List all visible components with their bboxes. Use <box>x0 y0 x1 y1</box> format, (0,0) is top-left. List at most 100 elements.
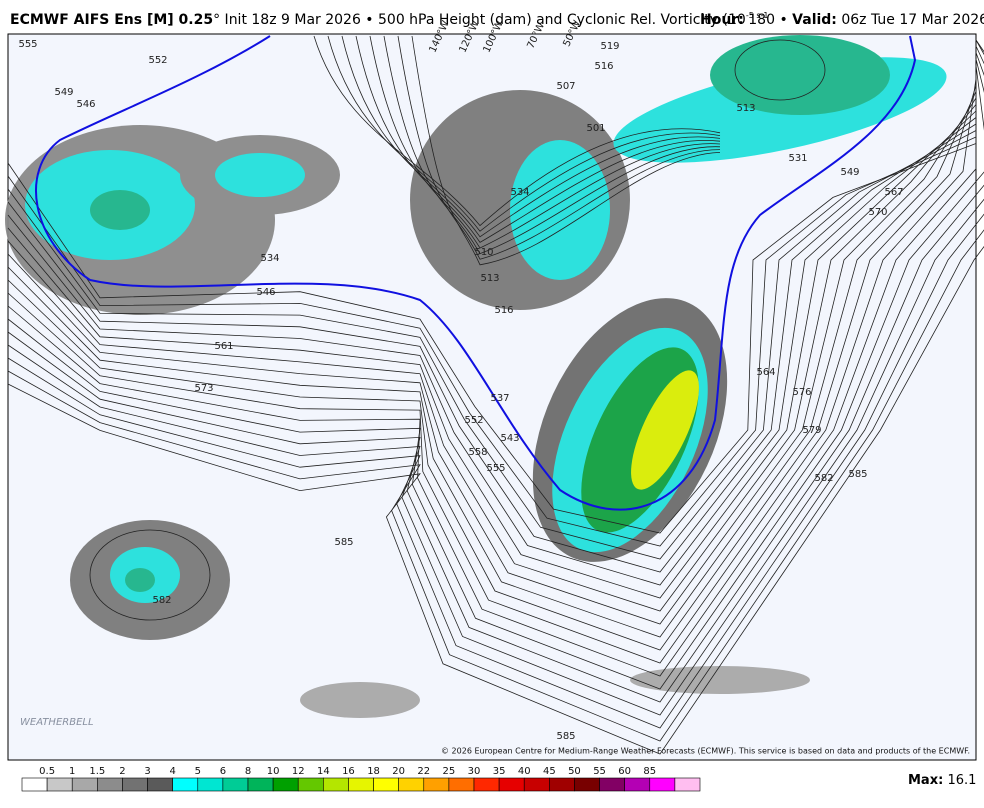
colorbar-swatch <box>649 777 676 792</box>
colorbar-swatch <box>46 777 73 792</box>
max-label: Max: <box>908 773 943 788</box>
contour-label: 546 <box>76 99 95 110</box>
contour-line <box>383 35 721 255</box>
contour-line <box>313 35 721 227</box>
units-exponent: -5 s-1 <box>746 11 769 20</box>
contour-label: 561 <box>214 341 233 352</box>
contour-line <box>7 52 984 716</box>
colorbar-swatch <box>172 777 199 792</box>
title: ECMWF AIFS Ens [M] 0.25° Init 18z 9 Mar … <box>10 11 768 29</box>
contour-line <box>7 123 977 573</box>
contour-line <box>341 35 721 238</box>
contour-label: 585 <box>334 537 353 548</box>
hour-label: Hour: <box>700 12 744 28</box>
colorbar-swatch <box>71 777 98 792</box>
colorbar-swatch <box>624 777 651 792</box>
contour-label: 549 <box>840 167 859 178</box>
colorbar-label: 50 <box>568 766 581 777</box>
colorbar-label: 1.5 <box>89 766 105 777</box>
contour-label: 564 <box>756 367 775 378</box>
colorbar-label: 16 <box>342 766 355 777</box>
contour-line <box>7 39 984 755</box>
colorbar-label: 20 <box>392 766 405 777</box>
colorbar-label: 60 <box>618 766 631 777</box>
colorbar-label: 25 <box>443 766 456 777</box>
colorbar-label: 35 <box>493 766 506 777</box>
vorticity-area <box>90 190 150 230</box>
colorbar: 0.5 1 1.5 2 3 4 5 6 8 10 12 14 16 18 20 22 25 30 35 40 45 50 5… <box>21 766 701 792</box>
contour-line <box>7 91 977 638</box>
contour-line <box>7 97 977 625</box>
valid-label: Valid: <box>792 12 837 28</box>
contour-label: 555 <box>18 39 37 50</box>
description: ° Init 18z 9 Mar 2026 • 500 hPa Height (… <box>213 12 746 28</box>
contour-label: 582 <box>152 595 171 606</box>
colorbar-label: 2 <box>119 766 125 777</box>
colorbar-label: 8 <box>245 766 251 777</box>
colorbar-swatch <box>97 777 123 792</box>
colorbar-label: 12 <box>292 766 305 777</box>
colorbar-swatch <box>549 777 575 792</box>
contour-label: 543 <box>500 433 519 444</box>
vorticity-area <box>125 568 155 592</box>
contour-line <box>7 84 977 651</box>
hour-valid: Hour: 180 • Valid: 06z Tue 17 Mar 2026 <box>700 12 984 28</box>
contour-label: 567 <box>884 187 903 198</box>
contour-label: 549 <box>54 87 73 98</box>
colorbar-swatch <box>498 777 525 792</box>
contour-label: 531 <box>788 153 807 164</box>
contour-line <box>7 72 977 677</box>
contour-label: 513 <box>736 103 755 114</box>
colorbar-swatch <box>348 777 374 792</box>
colorbar-label: 4 <box>169 766 175 777</box>
max-value: 16.1 <box>947 773 976 788</box>
colorbar-label: 85 <box>643 766 656 777</box>
contour-line <box>327 35 721 232</box>
colorbar-label: 10 <box>267 766 280 777</box>
contour-label: 552 <box>464 415 483 426</box>
vorticity-area <box>215 153 305 197</box>
contour-label: 516 <box>594 61 613 72</box>
contour-line <box>7 110 977 599</box>
colorbar-swatch <box>473 777 500 792</box>
contour-label: 582 <box>814 473 833 484</box>
contour-line <box>7 143 977 534</box>
contour-line <box>7 65 984 690</box>
colorbar-swatch <box>21 777 48 792</box>
colorbar-label: 5 <box>195 766 201 777</box>
colorbar-swatch <box>423 777 450 792</box>
colorbar-swatch <box>398 777 425 792</box>
model: ECMWF AIFS Ens [M] 0.25 <box>10 12 213 28</box>
colorbar-swatch <box>122 777 148 792</box>
colorbar-swatch <box>599 777 625 792</box>
contour-line <box>7 45 984 729</box>
colorbar-swatch <box>323 777 349 792</box>
valid: 06z Tue 17 Mar 2026 <box>841 12 984 28</box>
vorticity-area <box>510 140 610 280</box>
colorbar-swatch <box>147 777 173 792</box>
contour-label: 519 <box>600 41 619 52</box>
contour-label: 516 <box>494 305 513 316</box>
colorbar-label: 22 <box>417 766 430 777</box>
contour-line <box>734 39 826 101</box>
copyright: © 2026 European Centre for Medium-Range … <box>441 747 970 756</box>
colorbar-label: 0.5 <box>39 766 55 777</box>
colorbar-swatch <box>197 777 224 792</box>
colorbar-label: 45 <box>543 766 556 777</box>
contour-line <box>7 136 977 547</box>
colorbar-swatch <box>247 777 274 792</box>
contour-line <box>355 35 721 243</box>
contour-label: 558 <box>468 447 487 458</box>
contour-label: 501 <box>586 123 605 134</box>
contour-labels: 5555525495465345465615735825855195165135… <box>18 19 903 742</box>
contour-label: 570 <box>868 207 887 218</box>
contour-line <box>7 78 977 664</box>
contour-label: 513 <box>480 273 499 284</box>
watermark: WEATHERBELL <box>20 717 94 728</box>
colorbar-swatch <box>574 777 600 792</box>
contour-label: 534 <box>510 187 529 198</box>
contour-label: 573 <box>194 383 213 394</box>
colorbar-label: 40 <box>518 766 531 777</box>
contour-line <box>411 35 721 266</box>
